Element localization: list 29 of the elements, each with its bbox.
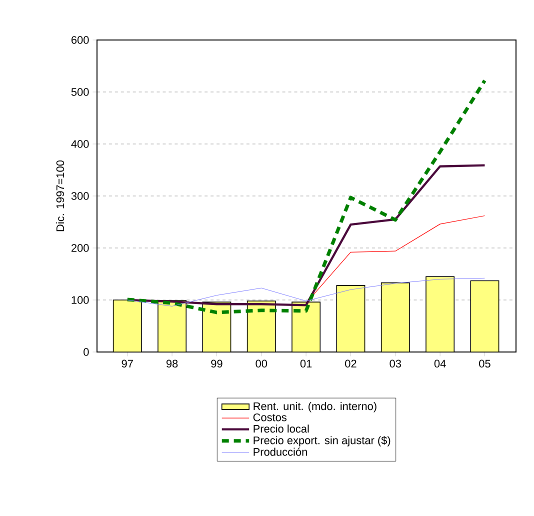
y-tick-label: 500 [71,88,89,96]
legend-label: Rent. unit. (mdo. interno) [254,402,376,412]
bar [113,300,142,352]
x-tick-label: 04 [434,360,446,368]
bar [426,276,454,352]
y-tick-label: 300 [71,192,89,200]
bar [336,285,365,352]
legend-label: Producción [254,448,307,456]
y-axis-title: Dic. 1997=100 [56,160,64,232]
legend-label: Precio local [254,424,309,433]
bar [470,280,500,352]
x-tick-label: 02 [345,360,356,368]
x-tick-label: 00 [256,360,268,368]
x-tick-label: 97 [122,360,133,368]
x-tick-label: 01 [300,360,312,368]
y-tick-label: 400 [71,140,89,148]
legend-label: Costos [253,413,287,422]
y-tick-label: 200 [72,244,89,252]
line-series [126,78,486,314]
x-tick-label: 99 [211,360,222,368]
y-tick-label: 600 [72,36,89,44]
x-tick-label: 98 [166,360,178,368]
x-tick-label: 03 [390,360,402,368]
line-series [127,278,485,306]
x-tick-label: 05 [479,360,490,368]
y-tick-label: 0 [84,348,89,356]
bar [381,282,410,352]
legend-label: Precio export. sin ajustar ($) [254,436,390,446]
y-tick-label: 100 [72,296,89,304]
